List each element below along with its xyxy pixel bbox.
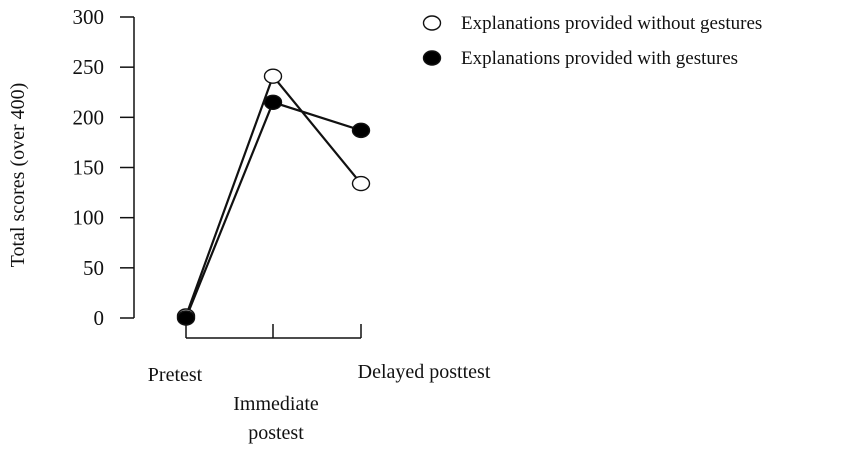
- series-line-2: [184, 100, 362, 319]
- y-tick-label: 0: [94, 306, 105, 330]
- x-tick-label: Immediate postest: [233, 393, 319, 444]
- y-tick-label: 50: [83, 256, 104, 280]
- y-tick-label: 300: [73, 5, 105, 29]
- series-line-1: [184, 74, 362, 317]
- series-markers: [176, 68, 371, 326]
- legend-marker: [422, 15, 442, 31]
- y-tick-label: 150: [73, 156, 105, 180]
- data-point: [351, 175, 371, 192]
- legend-label: Explanations provided with gestures: [461, 48, 738, 69]
- data-point: [263, 94, 283, 110]
- x-tick-label: Pretest: [148, 364, 203, 386]
- y-tick-label: 200: [73, 105, 105, 129]
- data-point: [351, 122, 371, 139]
- legend-label: Explanations provided without gestures: [461, 13, 762, 34]
- axes: 0 50 100 150 200 250 300 Pretest Immediate postes…: [73, 5, 491, 444]
- legend: Explanations provided without gestures Ex…: [422, 13, 762, 69]
- y-tick-label: 100: [73, 206, 105, 230]
- data-point: [263, 68, 283, 84]
- y-tick-label: 250: [73, 55, 105, 79]
- legend-marker: [422, 50, 442, 66]
- y-axis-title: Total scores (over 400): [7, 83, 29, 268]
- x-tick-label: Delayed posttest: [358, 361, 491, 383]
- data-point: [176, 310, 196, 326]
- series-lines: [184, 74, 362, 319]
